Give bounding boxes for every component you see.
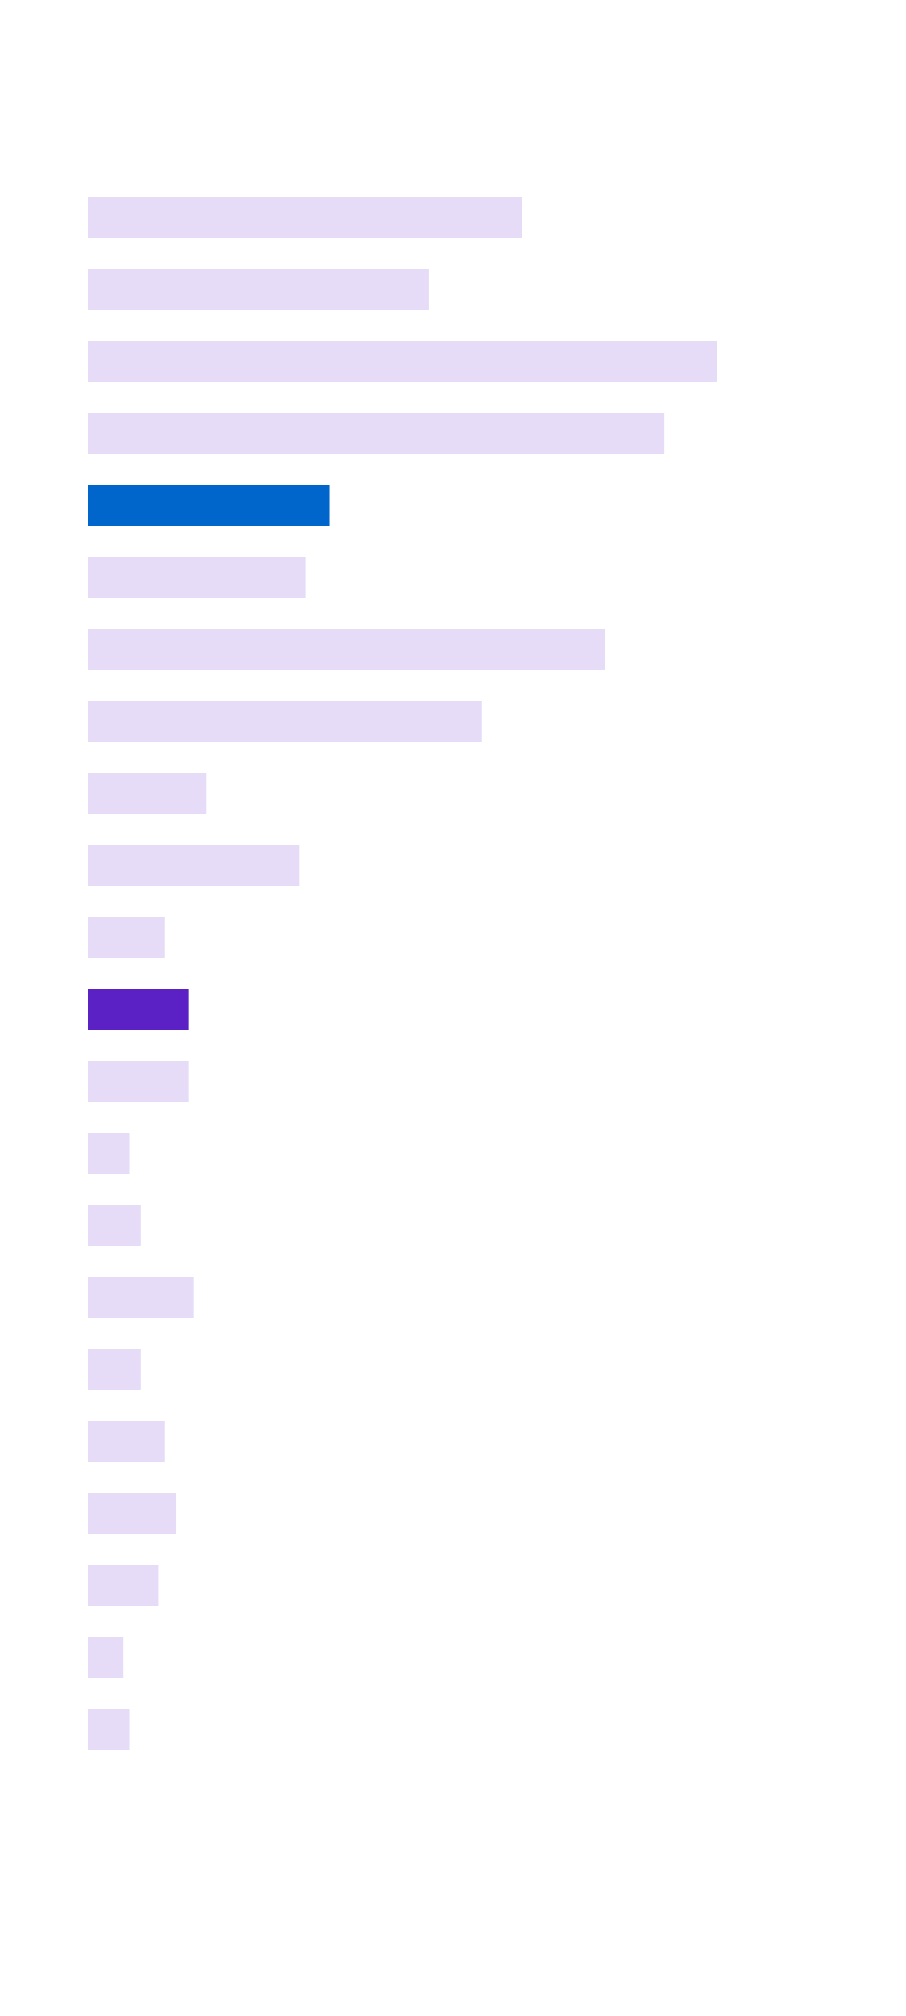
- bar: [88, 917, 165, 958]
- bar: [88, 1205, 141, 1246]
- bar: [88, 1493, 177, 1534]
- bar: [88, 773, 207, 814]
- bar: [88, 629, 606, 670]
- bar: [88, 989, 189, 1030]
- bar: [88, 197, 523, 238]
- bar: [88, 1133, 130, 1174]
- bar: [88, 557, 306, 598]
- bar: [88, 1565, 159, 1606]
- bar: [88, 485, 330, 526]
- bar: [88, 269, 429, 310]
- bar: [88, 1277, 194, 1318]
- bar: [88, 845, 300, 886]
- bar: [88, 1349, 141, 1390]
- bar: [88, 1637, 124, 1678]
- bar: [88, 413, 665, 454]
- bar: [88, 1709, 130, 1750]
- bar: [88, 341, 717, 382]
- bar: [88, 1061, 189, 1102]
- bar: [88, 1421, 165, 1462]
- bar: [88, 701, 482, 742]
